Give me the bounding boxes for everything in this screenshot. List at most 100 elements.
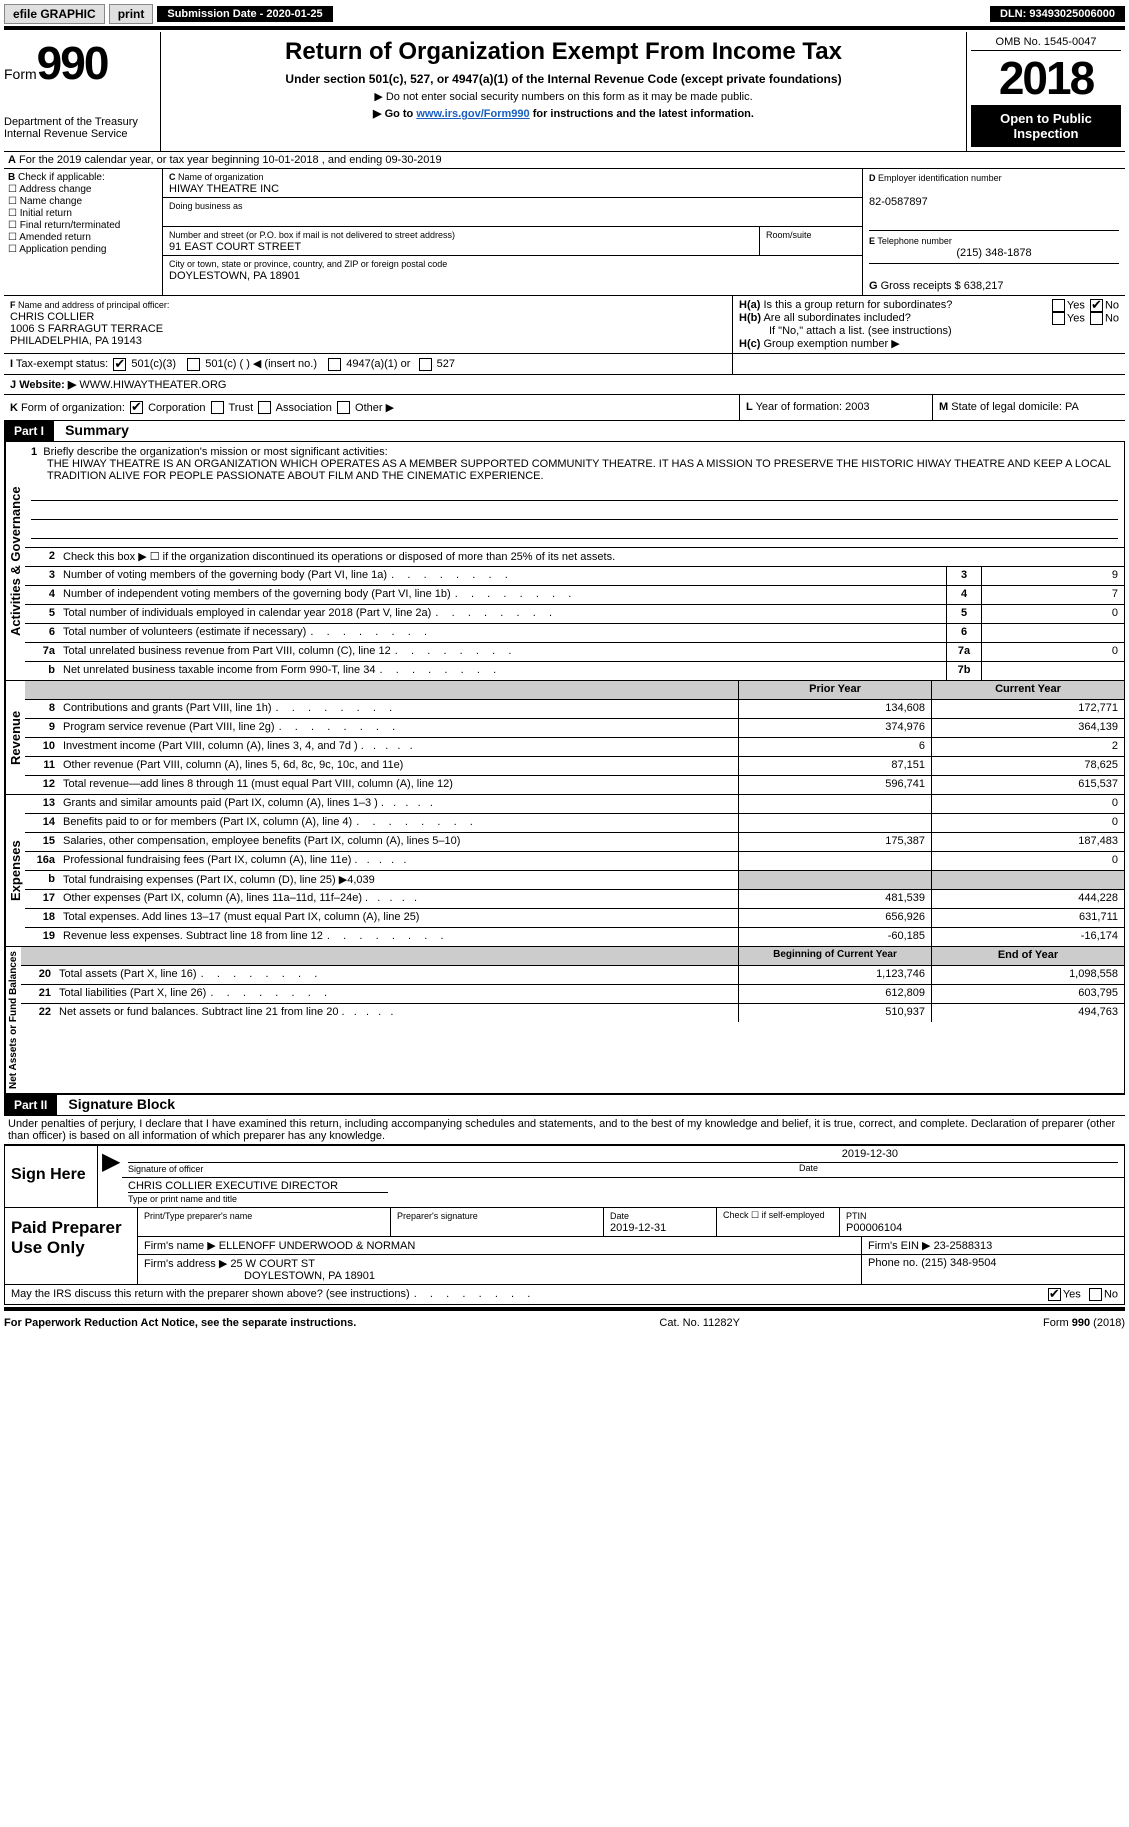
efile-button[interactable]: efile GRAPHIC: [4, 4, 105, 24]
chk-527[interactable]: [419, 358, 432, 371]
officer-name: CHRIS COLLIER: [10, 311, 94, 323]
l21: Total liabilities (Part X, line 26): [55, 985, 738, 1003]
ein: 82-0587897: [869, 196, 928, 208]
discuss-yes[interactable]: [1048, 1288, 1061, 1301]
chk-application-pending[interactable]: ☐ Application pending: [8, 244, 158, 255]
chk-501c3[interactable]: [113, 358, 126, 371]
chk-amended[interactable]: ☐ Amended return: [8, 232, 158, 243]
sign-date: 2019-12-30: [128, 1148, 1118, 1163]
part2-header: Part II: [4, 1095, 57, 1115]
perjury-text: Under penalties of perjury, I declare th…: [4, 1116, 1125, 1144]
firm-name: ELLENOFF UNDERWOOD & NORMAN: [219, 1240, 416, 1252]
form-header: Form990 Department of the Treasury Inter…: [4, 32, 1125, 151]
org-name: HIWAY THEATRE INC: [169, 183, 279, 195]
c12: 615,537: [931, 776, 1124, 794]
print-name-label: Type or print name and title: [128, 1194, 237, 1204]
print-button[interactable]: print: [109, 4, 154, 24]
officer-printed-name: CHRIS COLLIER EXECUTIVE DIRECTOR: [128, 1180, 388, 1193]
p16a: [738, 852, 931, 870]
check-applicable-label: Check if applicable:: [18, 172, 105, 183]
firm-addr1: 25 W COURT ST: [230, 1258, 315, 1270]
sign-arrow-icon: ▶: [98, 1146, 122, 1207]
officer-addr2: PHILADELPHIA, PA 19143: [10, 335, 142, 347]
v7a: 0: [981, 643, 1124, 661]
c19: -16,174: [931, 928, 1124, 946]
chk-corp[interactable]: [130, 401, 143, 414]
current-year-hdr: Current Year: [931, 681, 1124, 699]
p8: 134,608: [738, 700, 931, 718]
chk-address-change[interactable]: ☐ Address change: [8, 184, 158, 195]
c20: 1,098,558: [931, 966, 1124, 984]
state-domicile-label: State of legal domicile:: [951, 401, 1065, 413]
sig-date-label: Date: [799, 1163, 818, 1173]
c10: 2: [931, 738, 1124, 756]
website: WWW.HIWAYTHEATER.ORG: [79, 379, 226, 391]
firm-addr-label: Firm's address ▶: [144, 1258, 230, 1270]
l22: Net assets or fund balances. Subtract li…: [55, 1004, 738, 1022]
firm-phone: (215) 348-9504: [921, 1257, 996, 1269]
discuss-no[interactable]: [1089, 1288, 1102, 1301]
open-to-public: Open to Public Inspection: [971, 105, 1121, 147]
chk-501c[interactable]: [187, 358, 200, 371]
p22: 510,937: [738, 1004, 931, 1022]
section-b-g: B Check if applicable: ☐ Address change …: [4, 168, 1125, 295]
chk-other[interactable]: [337, 401, 350, 414]
form-subtitle-1: Under section 501(c), 527, or 4947(a)(1)…: [171, 72, 956, 86]
ptin: P00006104: [846, 1222, 902, 1234]
addr-label: Number and street (or P.O. box if mail i…: [169, 230, 455, 240]
top-bar: efile GRAPHIC print Submission Date - 20…: [4, 4, 1125, 24]
chk-assoc[interactable]: [258, 401, 271, 414]
paperwork-notice: For Paperwork Reduction Act Notice, see …: [4, 1317, 356, 1329]
prep-self-employed[interactable]: Check ☐ if self-employed: [717, 1208, 840, 1236]
c16a: 0: [931, 852, 1124, 870]
org-name-label: Name of organization: [178, 172, 264, 182]
l18: Total expenses. Add lines 13–17 (must eq…: [59, 909, 738, 927]
prep-sig-label: Preparer's signature: [397, 1211, 478, 1221]
ha-no[interactable]: [1090, 299, 1103, 312]
sign-here-label: Sign Here: [5, 1146, 98, 1207]
paid-preparer-label: Paid Preparer Use Only: [5, 1208, 138, 1284]
ptin-label: PTIN: [846, 1211, 867, 1221]
omb: OMB No. 1545-0047: [971, 36, 1121, 51]
l19: Revenue less expenses. Subtract line 18 …: [59, 928, 738, 946]
c8: 172,771: [931, 700, 1124, 718]
p11: 87,151: [738, 757, 931, 775]
l10: Investment income (Part VIII, column (A)…: [59, 738, 738, 756]
chk-name-change[interactable]: ☐ Name change: [8, 196, 158, 207]
firm-ein-label: Firm's EIN ▶: [868, 1240, 934, 1252]
form-word: Form: [4, 66, 37, 82]
l6: Total number of volunteers (estimate if …: [59, 624, 946, 642]
hb-label: Are all subordinates included?: [763, 312, 910, 324]
l8: Contributions and grants (Part VIII, lin…: [59, 700, 738, 718]
p13: [738, 795, 931, 813]
irs-link[interactable]: www.irs.gov/Form990: [416, 108, 529, 120]
l13: Grants and similar amounts paid (Part IX…: [59, 795, 738, 813]
l7a: Total unrelated business revenue from Pa…: [59, 643, 946, 661]
c13: 0: [931, 795, 1124, 813]
v3: 9: [981, 567, 1124, 585]
firm-addr2: DOYLESTOWN, PA 18901: [144, 1270, 375, 1282]
v6: [981, 624, 1124, 642]
form-title: Return of Organization Exempt From Incom…: [171, 38, 956, 66]
ha-yes[interactable]: [1052, 299, 1065, 312]
l4: Number of independent voting members of …: [59, 586, 946, 604]
tax-year: 2018: [971, 51, 1121, 105]
org-address: 91 EAST COURT STREET: [169, 241, 301, 253]
hb-yes[interactable]: [1052, 312, 1065, 325]
chk-final-return[interactable]: ☐ Final return/terminated: [8, 220, 158, 231]
state-domicile: PA: [1065, 401, 1079, 413]
l1-label: Briefly describe the organization's miss…: [43, 446, 387, 458]
part2-title: Signature Block: [60, 1096, 175, 1112]
chk-4947[interactable]: [328, 358, 341, 371]
chk-initial-return[interactable]: ☐ Initial return: [8, 208, 158, 219]
chk-trust[interactable]: [211, 401, 224, 414]
hc-label: Group exemption number ▶: [763, 338, 899, 350]
p10: 6: [738, 738, 931, 756]
officer-addr1: 1006 S FARRAGUT TERRACE: [10, 323, 163, 335]
l16b: Total fundraising expenses (Part IX, col…: [59, 871, 738, 889]
hb-no[interactable]: [1090, 312, 1103, 325]
form-subtitle-3: Go to www.irs.gov/Form990 for instructio…: [171, 107, 956, 120]
l16a: Professional fundraising fees (Part IX, …: [59, 852, 738, 870]
l12: Total revenue—add lines 8 through 11 (mu…: [59, 776, 738, 794]
c22: 494,763: [931, 1004, 1124, 1022]
